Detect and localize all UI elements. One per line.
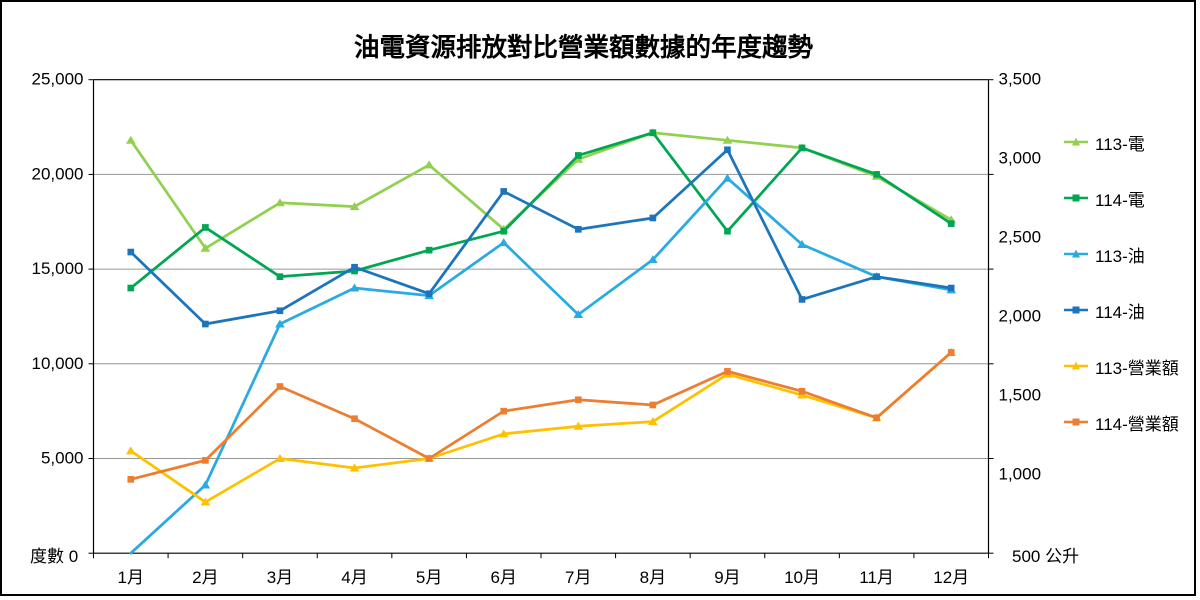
svg-text:4月: 4月 bbox=[341, 568, 367, 587]
svg-text:2,500: 2,500 bbox=[999, 228, 1042, 247]
svg-text:8月: 8月 bbox=[640, 568, 666, 587]
svg-text:1,000: 1,000 bbox=[999, 464, 1042, 483]
svg-text:1,500: 1,500 bbox=[999, 385, 1042, 404]
svg-text:15,000: 15,000 bbox=[32, 259, 84, 278]
svg-text:2月: 2月 bbox=[192, 568, 218, 587]
svg-text:3月: 3月 bbox=[267, 568, 293, 587]
svg-text:25,000: 25,000 bbox=[32, 70, 84, 89]
svg-text:10月: 10月 bbox=[784, 568, 820, 587]
svg-text:1月: 1月 bbox=[118, 568, 144, 587]
svg-text:11月: 11月 bbox=[859, 568, 894, 587]
svg-text:7月: 7月 bbox=[565, 568, 591, 587]
svg-text:20,000: 20,000 bbox=[32, 164, 84, 183]
svg-text:3,000: 3,000 bbox=[999, 149, 1042, 168]
svg-text:6月: 6月 bbox=[490, 568, 516, 587]
svg-text:12月: 12月 bbox=[933, 568, 969, 587]
svg-text:2,000: 2,000 bbox=[999, 306, 1042, 325]
svg-text:10,000: 10,000 bbox=[32, 354, 84, 373]
svg-text:5月: 5月 bbox=[416, 568, 442, 587]
svg-text:5,000: 5,000 bbox=[41, 449, 84, 468]
svg-text:9月: 9月 bbox=[714, 568, 740, 587]
svg-text:3,500: 3,500 bbox=[999, 70, 1042, 89]
